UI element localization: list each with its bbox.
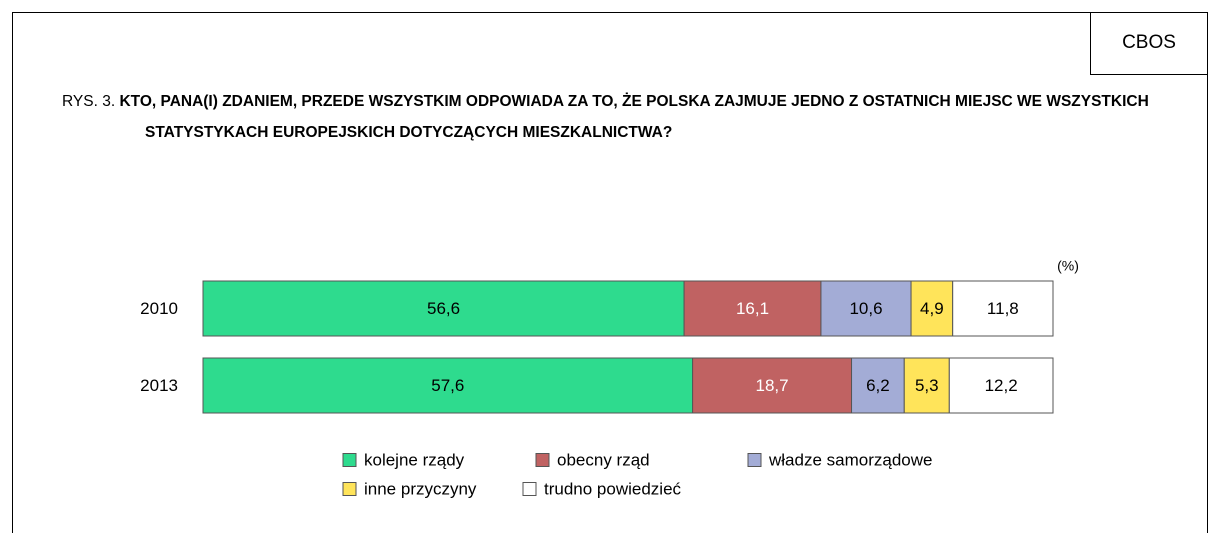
data-label: 12,2	[985, 376, 1018, 395]
chart-title-block: RYS. 3. KTO, PANA(I) ZDANIEM, PRZEDE WSZ…	[62, 86, 1180, 148]
chart-title: KTO, PANA(I) ZDANIEM, PRZEDE WSZYSTKIM O…	[119, 93, 1149, 141]
bar-segment	[948, 357, 1054, 414]
data-label: 4,9	[920, 299, 944, 318]
legend-label: inne przyczyny	[364, 479, 477, 498]
legend-swatch	[535, 453, 550, 467]
bar-segment	[202, 357, 694, 414]
bar-segment	[202, 280, 685, 337]
data-label: 11,8	[987, 299, 1019, 318]
bar-segment	[683, 280, 822, 337]
data-label: 10,6	[849, 299, 882, 318]
data-label: 57,6	[431, 376, 464, 395]
figure-label: RYS. 3.	[62, 93, 116, 110]
legend-label: trudno powiedzieć	[544, 479, 682, 498]
legend-swatch	[342, 482, 357, 496]
data-label: 56,6	[427, 299, 460, 318]
bar-segment	[903, 357, 950, 414]
legend-label: kolejne rządy	[364, 450, 465, 469]
data-label: 5,3	[915, 376, 939, 395]
legend-label: obecny rząd	[557, 450, 650, 469]
bar-segment	[820, 280, 912, 337]
bar-segment	[952, 280, 1054, 337]
data-label: 6,2	[866, 376, 890, 395]
unit-label: (%)	[1057, 258, 1079, 274]
source-box: CBOS	[1090, 12, 1207, 75]
y-tick-label: 2010	[140, 299, 178, 318]
legend-swatch	[747, 453, 762, 467]
legend-label: władze samorządowe	[768, 450, 932, 469]
data-label: 18,7	[756, 376, 789, 395]
y-tick-label: 2013	[140, 376, 178, 395]
legend-swatch	[522, 482, 537, 496]
legend-swatch	[342, 453, 357, 467]
data-label: 16,1	[736, 299, 769, 318]
